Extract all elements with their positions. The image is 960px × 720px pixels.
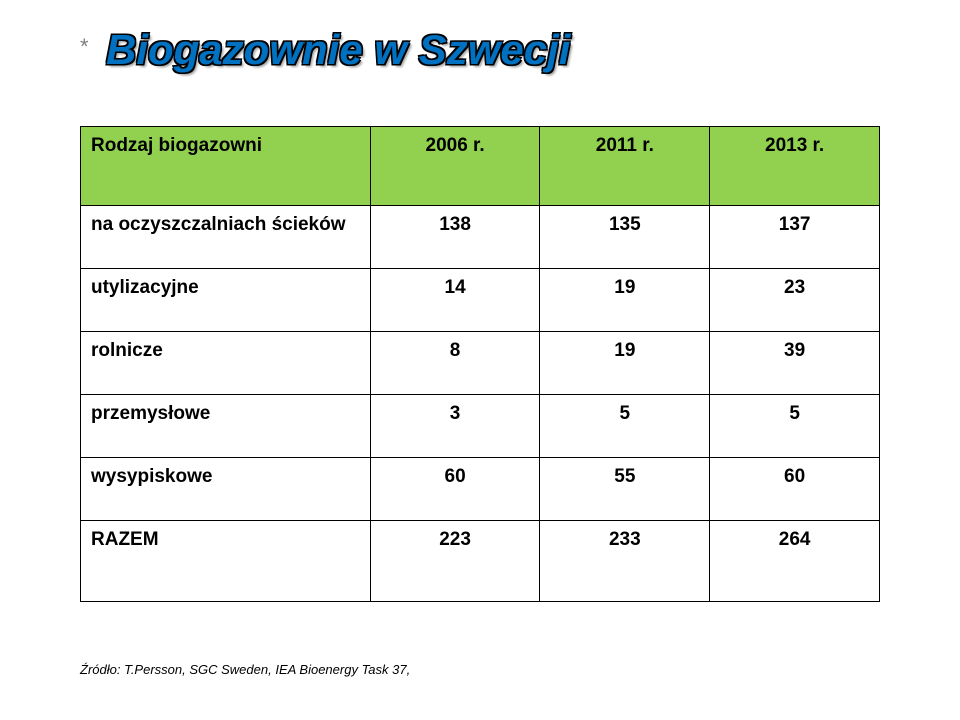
row-label: utylizacyjne xyxy=(81,269,371,332)
row-value: 264 xyxy=(710,521,880,602)
row-value: 14 xyxy=(370,269,540,332)
table-header-row: Rodzaj biogazowni 2006 r. 2011 r. 2013 r… xyxy=(81,127,880,206)
bullet-asterisk: * xyxy=(80,34,89,60)
slide: * Biogazownie w Szwecji Rodzaj biogazown… xyxy=(0,0,960,720)
row-value: 19 xyxy=(540,269,710,332)
row-value: 23 xyxy=(710,269,880,332)
row-value: 8 xyxy=(370,332,540,395)
row-value: 135 xyxy=(540,206,710,269)
row-value: 60 xyxy=(710,458,880,521)
row-label: wysypiskowe xyxy=(81,458,371,521)
slide-title: Biogazownie w Szwecji xyxy=(106,26,570,74)
row-value: 19 xyxy=(540,332,710,395)
table-row: wysypiskowe 60 55 60 xyxy=(81,458,880,521)
table-row: rolnicze 8 19 39 xyxy=(81,332,880,395)
row-label: RAZEM xyxy=(81,521,371,602)
header-cell: 2013 r. xyxy=(710,127,880,206)
table-row: utylizacyjne 14 19 23 xyxy=(81,269,880,332)
table-row: na oczyszczalniach ścieków 138 135 137 xyxy=(81,206,880,269)
header-cell: Rodzaj biogazowni xyxy=(81,127,371,206)
row-value: 138 xyxy=(370,206,540,269)
row-value: 5 xyxy=(710,395,880,458)
row-value: 60 xyxy=(370,458,540,521)
row-value: 233 xyxy=(540,521,710,602)
row-label: przemysłowe xyxy=(81,395,371,458)
row-value: 137 xyxy=(710,206,880,269)
header-cell: 2011 r. xyxy=(540,127,710,206)
row-value: 5 xyxy=(540,395,710,458)
row-value: 55 xyxy=(540,458,710,521)
table-row-total: RAZEM 223 233 264 xyxy=(81,521,880,602)
source-citation: Źródło: T.Persson, SGC Sweden, IEA Bioen… xyxy=(80,662,410,677)
row-label: rolnicze xyxy=(81,332,371,395)
row-label: na oczyszczalniach ścieków xyxy=(81,206,371,269)
biogas-table: Rodzaj biogazowni 2006 r. 2011 r. 2013 r… xyxy=(80,126,880,602)
row-value: 223 xyxy=(370,521,540,602)
header-cell: 2006 r. xyxy=(370,127,540,206)
row-value: 39 xyxy=(710,332,880,395)
table-row: przemysłowe 3 5 5 xyxy=(81,395,880,458)
row-value: 3 xyxy=(370,395,540,458)
